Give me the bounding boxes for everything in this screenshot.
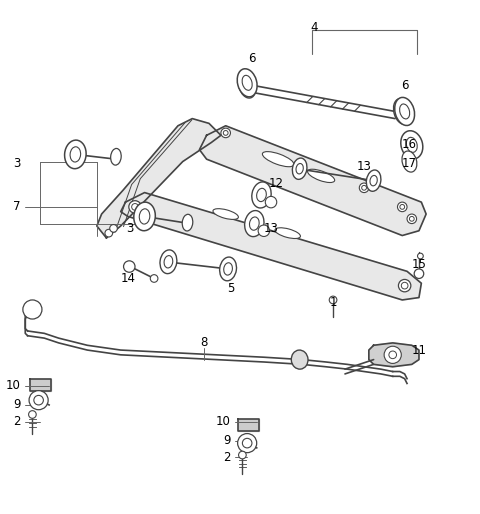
Polygon shape [238,419,259,431]
Text: 15: 15 [411,258,426,271]
Text: 10: 10 [216,415,230,428]
Ellipse shape [370,175,377,186]
Text: 7: 7 [13,200,21,213]
Text: 12: 12 [268,176,283,190]
Ellipse shape [407,137,417,152]
Ellipse shape [65,140,86,169]
Text: 11: 11 [411,343,426,357]
Circle shape [150,274,158,282]
Ellipse shape [398,104,407,118]
Circle shape [110,225,117,232]
Text: 6: 6 [401,79,408,91]
Circle shape [221,128,230,138]
Circle shape [384,346,401,363]
Ellipse shape [182,214,193,231]
Circle shape [123,261,135,272]
Ellipse shape [245,211,264,236]
Polygon shape [369,343,419,367]
Ellipse shape [366,170,381,191]
Text: 10: 10 [6,379,21,392]
Text: 2: 2 [223,451,230,464]
Ellipse shape [401,131,423,159]
Text: 2: 2 [13,415,21,428]
Ellipse shape [242,76,252,90]
Circle shape [105,229,113,237]
Ellipse shape [164,255,173,268]
Circle shape [265,196,277,208]
Ellipse shape [220,257,237,281]
Ellipse shape [237,69,257,97]
Ellipse shape [224,263,232,275]
Circle shape [238,434,257,453]
Circle shape [397,202,407,212]
Circle shape [129,200,141,213]
Text: 17: 17 [402,157,417,171]
Ellipse shape [292,158,307,179]
Circle shape [400,205,405,209]
Ellipse shape [252,182,271,208]
Polygon shape [97,119,221,238]
Text: 1: 1 [329,296,337,309]
Circle shape [407,214,417,224]
Ellipse shape [160,250,177,273]
Text: 8: 8 [201,336,208,350]
Ellipse shape [296,163,303,174]
Circle shape [362,186,366,190]
Text: 13: 13 [357,160,372,173]
Ellipse shape [263,152,294,167]
Ellipse shape [395,97,415,125]
Circle shape [34,395,43,405]
Circle shape [23,300,42,319]
Text: 3: 3 [13,157,21,171]
Ellipse shape [111,149,121,165]
Ellipse shape [402,151,417,172]
Circle shape [409,216,414,221]
Polygon shape [120,193,421,300]
Ellipse shape [242,78,252,92]
Text: 14: 14 [120,272,135,285]
Circle shape [414,269,424,279]
Text: 6: 6 [248,52,256,65]
Circle shape [398,280,411,292]
Ellipse shape [308,169,335,182]
Ellipse shape [400,104,409,119]
Ellipse shape [394,99,411,124]
Text: 5: 5 [227,282,234,295]
Text: 3: 3 [127,222,134,235]
Ellipse shape [257,188,266,201]
Polygon shape [30,379,51,391]
Circle shape [401,282,408,289]
Text: 9: 9 [13,398,21,411]
Circle shape [132,204,138,210]
Circle shape [258,225,270,236]
Text: 16: 16 [402,138,417,151]
Ellipse shape [139,209,150,224]
Text: 9: 9 [223,434,230,447]
Ellipse shape [291,350,308,369]
Text: 13: 13 [264,222,278,235]
Circle shape [239,451,246,459]
Polygon shape [199,126,426,235]
Ellipse shape [250,217,259,230]
Ellipse shape [213,209,239,219]
Circle shape [29,411,36,418]
Ellipse shape [239,72,256,98]
Circle shape [29,391,48,410]
Ellipse shape [275,228,300,238]
Text: 4: 4 [310,22,318,34]
Circle shape [418,253,423,259]
Circle shape [389,351,396,359]
Circle shape [223,131,228,135]
Circle shape [360,183,369,193]
Ellipse shape [70,147,81,162]
Circle shape [329,296,337,304]
Ellipse shape [134,202,156,231]
Circle shape [242,438,252,448]
